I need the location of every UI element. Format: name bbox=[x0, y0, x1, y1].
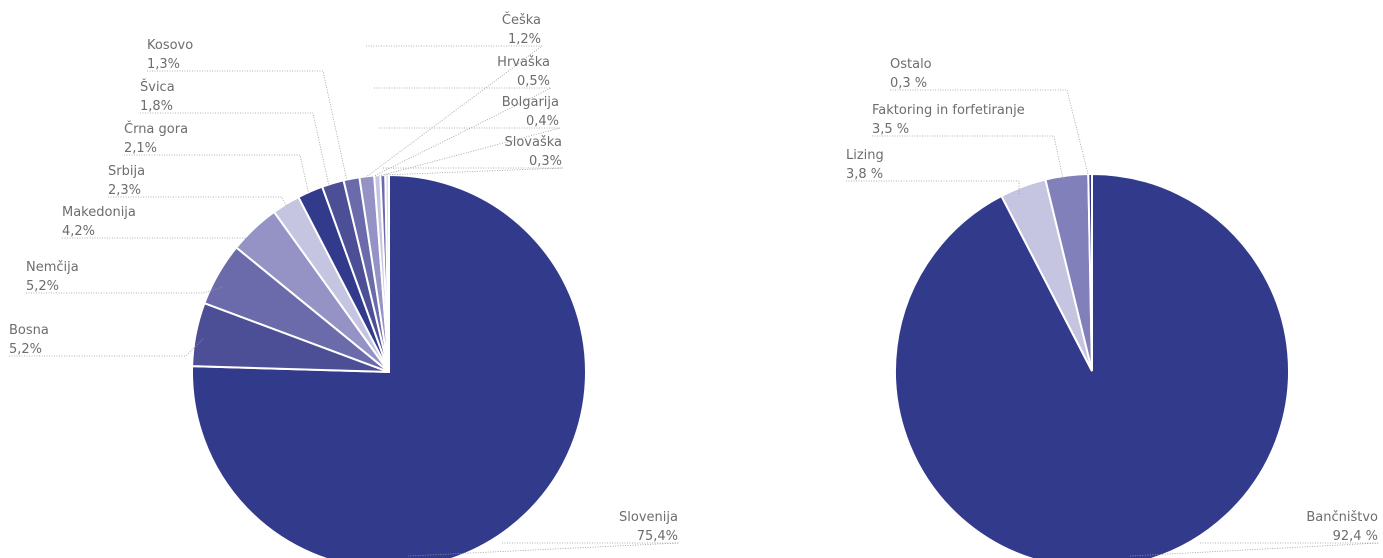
slice-name-label: Faktoring in forfetiranje bbox=[872, 103, 1025, 118]
slice-label-faktoring-in-forfetiranje: Faktoring in forfetiranje 3,5 % bbox=[872, 103, 1064, 180]
slice-label-ostalo: Ostalo 0,3 % bbox=[890, 57, 1089, 175]
slice-value-label: 4,2% bbox=[62, 224, 95, 239]
slice-name-label: Makedonija bbox=[62, 205, 136, 220]
slice-label-bolgarija: Bolgarija 0,4% bbox=[378, 95, 561, 177]
slice-label-crna-gora: Črna gora 2,1% bbox=[124, 121, 310, 196]
country-distribution-pie-chart: Slovenija 75,4% Bosna 5,2% Nemčija 5,2% Makedo… bbox=[9, 12, 680, 558]
slice-name-label: Nemčija bbox=[26, 260, 79, 275]
leader-line bbox=[124, 154, 310, 196]
slice-name-label: Bančništvo bbox=[1306, 510, 1378, 525]
slice-value-label: 1,8% bbox=[140, 99, 173, 114]
slice-label-kosovo: Kosovo 1,3% bbox=[147, 38, 348, 182]
leader-line bbox=[26, 286, 224, 294]
slice-name-label: Srbija bbox=[108, 164, 145, 179]
slice-value-label: 0,3 % bbox=[890, 76, 927, 91]
pie-slice-slovenija bbox=[191, 173, 587, 558]
slice-name-label: Hrvaška bbox=[497, 55, 550, 70]
slice-name-label: Bosna bbox=[9, 323, 49, 338]
slice-value-label: 0,3% bbox=[529, 154, 562, 169]
leader-line bbox=[108, 196, 288, 208]
slice-label-slovaska: Slovaška 0,3% bbox=[382, 135, 564, 176]
slice-value-label: 2,1% bbox=[124, 141, 157, 156]
leader-line bbox=[378, 127, 561, 177]
slice-name-label: Slovaška bbox=[504, 135, 562, 150]
slice-value-label: 0,4% bbox=[526, 114, 559, 129]
slice-label-slovenija: Slovenija 75,4% bbox=[407, 510, 680, 557]
slice-label-srbija: Srbija 2,3% bbox=[108, 164, 288, 208]
leader-line bbox=[140, 112, 330, 187]
slice-label-makedonija: Makedonija 4,2% bbox=[62, 205, 256, 239]
slice-label-ceska: Češka 1,2% bbox=[365, 12, 544, 178]
slice-value-label: 92,4 % bbox=[1333, 529, 1378, 544]
leader-line bbox=[147, 70, 348, 182]
leader-line bbox=[407, 542, 680, 557]
pie-slice-bancnistvo bbox=[894, 172, 1290, 558]
slice-value-label: 1,3% bbox=[147, 57, 180, 72]
slice-label-hrvaska: Hrvaška 0,5% bbox=[373, 55, 552, 177]
pie-slice-ostalo bbox=[1087, 172, 1093, 372]
slice-name-label: Ostalo bbox=[890, 57, 932, 72]
slice-value-label: 3,5 % bbox=[872, 122, 909, 137]
slice-label-lizing: Lizing 3,8 % bbox=[846, 148, 1020, 195]
slice-label-svica: Švica 1,8% bbox=[140, 79, 330, 187]
slice-value-label: 75,4% bbox=[637, 529, 678, 544]
slice-value-label: 1,2% bbox=[508, 32, 541, 47]
slice-value-label: 2,3% bbox=[108, 183, 141, 198]
slice-name-label: Kosovo bbox=[147, 38, 193, 53]
leader-line bbox=[382, 167, 564, 176]
slice-name-label: Lizing bbox=[846, 148, 884, 163]
slice-name-label: Slovenija bbox=[619, 510, 678, 525]
leader-line bbox=[846, 180, 1020, 195]
slice-label-nemcija: Nemčija 5,2% bbox=[26, 260, 224, 294]
slice-label-bosna: Bosna 5,2% bbox=[9, 323, 205, 357]
slice-label-bancnistvo: Bančništvo 92,4 % bbox=[1129, 510, 1380, 557]
slice-value-label: 5,2% bbox=[9, 342, 42, 357]
slice-name-label: Bolgarija bbox=[502, 95, 559, 110]
leader-line bbox=[1129, 542, 1380, 557]
slice-value-label: 0,5% bbox=[517, 74, 550, 89]
slice-value-label: 3,8 % bbox=[846, 167, 883, 182]
slice-name-label: Črna gora bbox=[124, 121, 188, 137]
slice-name-label: Češka bbox=[502, 12, 541, 28]
slice-name-label: Švica bbox=[140, 79, 175, 95]
leader-line bbox=[872, 135, 1064, 180]
slice-value-label: 5,2% bbox=[26, 279, 59, 294]
leader-line bbox=[365, 45, 544, 178]
